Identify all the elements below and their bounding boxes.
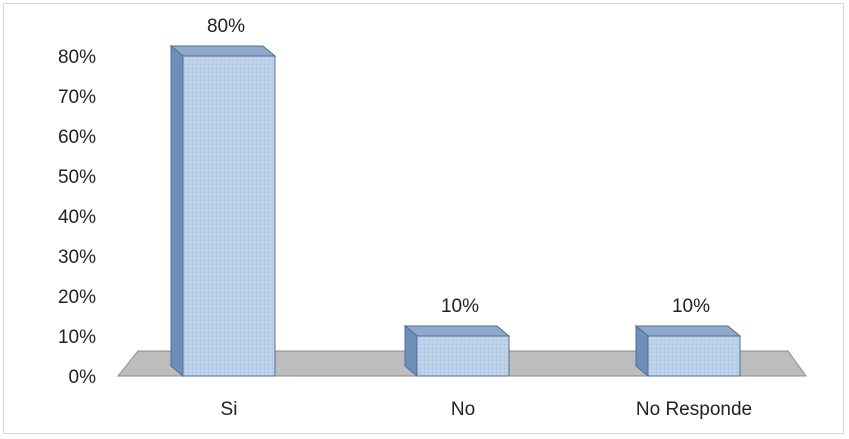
data-label: 10% <box>441 296 479 317</box>
y-tick-label: 70% <box>58 87 96 108</box>
y-tick-label: 10% <box>58 327 96 348</box>
bar-top-face <box>169 45 277 57</box>
bar-side-face <box>170 44 184 378</box>
bar <box>647 335 741 377</box>
y-tick-label: 50% <box>58 167 96 188</box>
y-tick-label: 0% <box>69 367 97 388</box>
x-category-label: No <box>451 399 475 420</box>
y-tick-label: 60% <box>58 127 96 148</box>
y-tick-label: 40% <box>58 207 96 228</box>
y-tick-label: 80% <box>58 47 96 68</box>
y-tick-label: 20% <box>58 287 96 308</box>
y-tick-label: 30% <box>58 247 96 268</box>
bar-top-face <box>403 325 511 337</box>
data-label: 10% <box>672 296 710 317</box>
data-label: 80% <box>207 16 245 37</box>
bar <box>182 55 276 377</box>
bar-top-face <box>634 325 742 337</box>
bar <box>416 335 510 377</box>
x-category-label: Si <box>221 399 238 420</box>
x-category-label: No Responde <box>636 399 752 420</box>
